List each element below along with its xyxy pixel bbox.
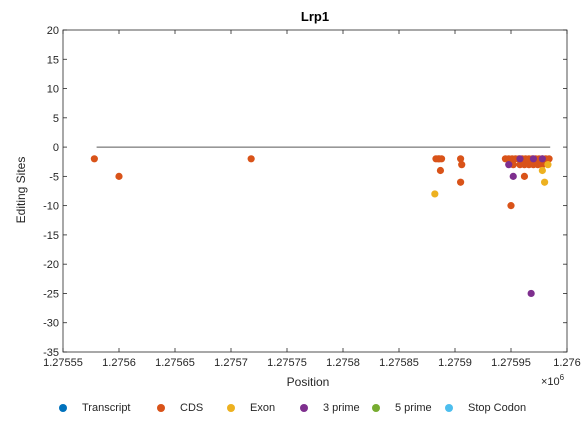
legend-item-5-prime: 5 prime [372,402,432,414]
y-tick-label: 0 [53,142,59,154]
data-point-cds [436,166,445,175]
legend-label: CDS [180,402,204,414]
y-tick-label: -35 [43,347,59,359]
y-tick-label: -15 [43,230,59,242]
legend-marker [300,404,308,412]
legend-item-exon: Exon [227,402,275,414]
data-point-exon [538,166,546,175]
data-point-cds [115,172,123,180]
y-axis-label: Editing Sites [14,157,28,224]
x-tick-label: 1.27555 [43,357,83,369]
data-point-cds [458,161,466,169]
data-point-cds [545,155,553,163]
data-point-cds [457,178,465,186]
x-tick-label: 1.27595 [491,357,531,369]
x-tick-label: 1.2758 [326,357,360,369]
x-tick-label: 1.2757 [214,357,248,369]
y-axis-ticks: 20 15 10 5 0 -5 -10 -15 -20 -25 -30 -35 [43,25,567,359]
y-tick-label: 15 [47,54,59,66]
data-point-cds [507,202,515,210]
legend-label: 3 prime [323,402,360,414]
data-point-cds [90,155,98,163]
legend-marker [372,404,380,412]
y-tick-label: 20 [47,25,59,37]
x-axis-exponent: ×106 [541,373,565,388]
legend-item-transcript: Transcript [59,402,131,414]
legend-item-cds: CDS [157,402,203,414]
data-point-3-prime [527,289,535,298]
y-tick-label: -10 [43,201,59,213]
x-tick-label: 1.276 [553,357,581,369]
legend-marker [59,404,67,412]
plot-box [62,29,568,353]
x-axis-label: Position [287,375,330,389]
x-tick-label: 1.27575 [267,357,307,369]
data-point-cds [437,155,446,163]
legend-marker [445,404,453,412]
plot-area [62,29,568,353]
legend-label: 5 prime [395,402,432,414]
x-tick-label: 1.27585 [379,357,419,369]
data-point-exon [431,190,439,198]
legend-item-3-prime: 3 prime [300,402,360,414]
data-point-3-prime [516,155,524,163]
y-tick-label: -30 [43,318,59,330]
y-tick-label: -5 [49,171,59,183]
data-point-exon [541,178,549,186]
legend-item-stop-codon: Stop Codon [445,402,526,414]
legend-marker [157,404,165,412]
data-point-3-prime [505,161,513,169]
x-tick-label: 1.2756 [102,357,136,369]
legend-marker [227,404,235,412]
legend-label: Transcript [82,402,131,414]
data-point-cds [457,155,465,163]
legend: Transcript CDS Exon 3 prime 5 prime Stop Codo… [0,402,585,420]
data-point-3-prime [509,172,517,180]
data-points [90,155,553,298]
y-tick-label: 10 [47,84,59,96]
y-tick-label: 5 [53,113,59,125]
data-point-cds [520,172,529,180]
legend-label: Exon [250,402,276,414]
x-axis-ticks: 1.27555 1.2756 1.27565 1.2757 1.27575 1.2758 1… [43,30,581,369]
data-point-cds [538,161,546,169]
y-tick-label: -20 [43,259,59,271]
data-point-exon [544,161,552,169]
data-point-3-prime [529,155,538,163]
data-point-3-prime [538,155,546,163]
legend-label: Stop Codon [468,402,527,414]
x-tick-label: 1.27565 [155,357,195,369]
chart-title: Lrp1 [301,9,329,24]
x-tick-label: 1.2759 [438,357,472,369]
data-point-cds [247,155,255,163]
y-tick-label: -25 [43,288,59,300]
